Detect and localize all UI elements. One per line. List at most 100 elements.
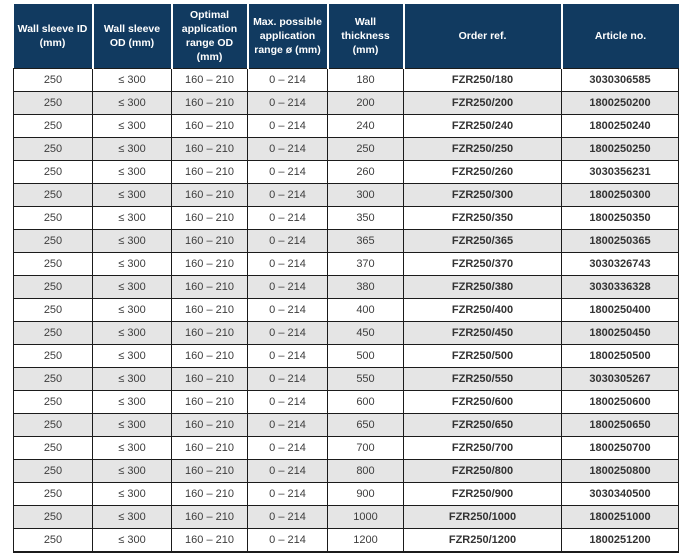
cell-article-no: 3030340500 — [561, 482, 679, 506]
header-row: Wall sleeve ID (mm) Wall sleeve OD (mm) … — [13, 4, 679, 69]
cell-max-range: 0 – 214 — [247, 528, 328, 553]
cell-max-range: 0 – 214 — [247, 68, 328, 92]
column-header-max-range: Max. possible application range ø (mm) — [246, 4, 328, 69]
cell-wall-sleeve-id: 250 — [13, 137, 93, 161]
cell-order-ref: FZR250/450 — [403, 321, 562, 345]
cell-wall-sleeve-id: 250 — [13, 459, 93, 483]
cell-optimal-range: 160 – 210 — [171, 206, 248, 230]
cell-order-ref: FZR250/240 — [403, 114, 562, 138]
cell-article-no: 3030326743 — [561, 252, 679, 276]
table-header: Wall sleeve ID (mm) Wall sleeve OD (mm) … — [13, 4, 679, 69]
cell-wall-thickness: 550 — [327, 367, 404, 391]
cell-wall-thickness: 300 — [327, 183, 404, 207]
product-spec-table: Wall sleeve ID (mm) Wall sleeve OD (mm) … — [13, 4, 679, 553]
cell-wall-sleeve-od: ≤ 300 — [92, 459, 172, 483]
cell-wall-thickness: 800 — [327, 459, 404, 483]
cell-wall-sleeve-id: 250 — [13, 206, 93, 230]
column-header-wall-sleeve-od: Wall sleeve OD (mm) — [91, 4, 172, 69]
cell-article-no: 1800250200 — [561, 91, 679, 115]
cell-wall-thickness: 200 — [327, 91, 404, 115]
table-row: 250 ≤ 300 160 – 210 0 – 214 400 FZR250/4… — [13, 298, 679, 322]
table-row: 250 ≤ 300 160 – 210 0 – 214 370 FZR250/3… — [13, 252, 679, 276]
cell-article-no: 1800250350 — [561, 206, 679, 230]
cell-wall-sleeve-od: ≤ 300 — [92, 367, 172, 391]
cell-max-range: 0 – 214 — [247, 91, 328, 115]
cell-article-no: 1800250500 — [561, 344, 679, 368]
table-row: 250 ≤ 300 160 – 210 0 – 214 260 FZR250/2… — [13, 160, 679, 184]
cell-wall-thickness: 260 — [327, 160, 404, 184]
cell-optimal-range: 160 – 210 — [171, 321, 248, 345]
cell-order-ref: FZR250/900 — [403, 482, 562, 506]
cell-wall-sleeve-id: 250 — [13, 91, 93, 115]
cell-wall-sleeve-id: 250 — [13, 528, 93, 553]
cell-order-ref: FZR250/380 — [403, 275, 562, 299]
cell-wall-thickness: 1200 — [327, 528, 404, 553]
table-row: 250 ≤ 300 160 – 210 0 – 214 300 FZR250/3… — [13, 183, 679, 207]
table-row: 250 ≤ 300 160 – 210 0 – 214 250 FZR250/2… — [13, 137, 679, 161]
cell-optimal-range: 160 – 210 — [171, 298, 248, 322]
cell-order-ref: FZR250/180 — [403, 68, 562, 92]
cell-optimal-range: 160 – 210 — [171, 183, 248, 207]
cell-wall-sleeve-id: 250 — [13, 275, 93, 299]
cell-max-range: 0 – 214 — [247, 413, 328, 437]
cell-max-range: 0 – 214 — [247, 298, 328, 322]
cell-article-no: 1800250650 — [561, 413, 679, 437]
cell-optimal-range: 160 – 210 — [171, 367, 248, 391]
cell-wall-sleeve-od: ≤ 300 — [92, 390, 172, 414]
cell-order-ref: FZR250/1200 — [403, 528, 562, 553]
table-row: 250 ≤ 300 160 – 210 0 – 214 380 FZR250/3… — [13, 275, 679, 299]
cell-order-ref: FZR250/350 — [403, 206, 562, 230]
column-header-wall-thickness: Wall thickness (mm) — [326, 4, 404, 69]
cell-max-range: 0 – 214 — [247, 436, 328, 460]
cell-optimal-range: 160 – 210 — [171, 275, 248, 299]
column-header-order-ref: Order ref. — [402, 4, 562, 69]
table-body: 250 ≤ 300 160 – 210 0 – 214 180 FZR250/1… — [13, 68, 679, 553]
cell-article-no: 1800250365 — [561, 229, 679, 253]
cell-max-range: 0 – 214 — [247, 321, 328, 345]
cell-wall-sleeve-od: ≤ 300 — [92, 298, 172, 322]
cell-order-ref: FZR250/500 — [403, 344, 562, 368]
table-row: 250 ≤ 300 160 – 210 0 – 214 1000 FZR250/… — [13, 505, 679, 529]
cell-article-no: 1800251000 — [561, 505, 679, 529]
cell-optimal-range: 160 – 210 — [171, 390, 248, 414]
cell-order-ref: FZR250/260 — [403, 160, 562, 184]
cell-wall-sleeve-id: 250 — [13, 114, 93, 138]
table-row: 250 ≤ 300 160 – 210 0 – 214 650 FZR250/6… — [13, 413, 679, 437]
cell-optimal-range: 160 – 210 — [171, 528, 248, 553]
table-row: 250 ≤ 300 160 – 210 0 – 214 180 FZR250/1… — [13, 68, 679, 92]
cell-wall-thickness: 365 — [327, 229, 404, 253]
cell-order-ref: FZR250/370 — [403, 252, 562, 276]
cell-article-no: 1800250400 — [561, 298, 679, 322]
cell-optimal-range: 160 – 210 — [171, 252, 248, 276]
cell-max-range: 0 – 214 — [247, 206, 328, 230]
cell-article-no: 1800251200 — [561, 528, 679, 553]
cell-wall-sleeve-id: 250 — [13, 505, 93, 529]
cell-optimal-range: 160 – 210 — [171, 505, 248, 529]
cell-wall-sleeve-id: 250 — [13, 413, 93, 437]
cell-article-no: 3030356231 — [561, 160, 679, 184]
table-row: 250 ≤ 300 160 – 210 0 – 214 900 FZR250/9… — [13, 482, 679, 506]
cell-wall-thickness: 380 — [327, 275, 404, 299]
cell-wall-sleeve-id: 250 — [13, 229, 93, 253]
cell-wall-sleeve-id: 250 — [13, 68, 93, 92]
cell-wall-sleeve-id: 250 — [13, 390, 93, 414]
cell-wall-thickness: 650 — [327, 413, 404, 437]
table-row: 250 ≤ 300 160 – 210 0 – 214 600 FZR250/6… — [13, 390, 679, 414]
table-row: 250 ≤ 300 160 – 210 0 – 214 365 FZR250/3… — [13, 229, 679, 253]
cell-optimal-range: 160 – 210 — [171, 68, 248, 92]
cell-optimal-range: 160 – 210 — [171, 344, 248, 368]
table-row: 250 ≤ 300 160 – 210 0 – 214 240 FZR250/2… — [13, 114, 679, 138]
page: Wall sleeve ID (mm) Wall sleeve OD (mm) … — [0, 4, 686, 557]
cell-order-ref: FZR250/600 — [403, 390, 562, 414]
cell-wall-sleeve-od: ≤ 300 — [92, 160, 172, 184]
cell-max-range: 0 – 214 — [247, 459, 328, 483]
cell-wall-sleeve-id: 250 — [13, 321, 93, 345]
cell-wall-thickness: 250 — [327, 137, 404, 161]
cell-article-no: 1800250300 — [561, 183, 679, 207]
table-row: 250 ≤ 300 160 – 210 0 – 214 550 FZR250/5… — [13, 367, 679, 391]
cell-wall-sleeve-od: ≤ 300 — [92, 68, 172, 92]
cell-wall-thickness: 400 — [327, 298, 404, 322]
cell-wall-thickness: 350 — [327, 206, 404, 230]
cell-order-ref: FZR250/650 — [403, 413, 562, 437]
cell-max-range: 0 – 214 — [247, 367, 328, 391]
